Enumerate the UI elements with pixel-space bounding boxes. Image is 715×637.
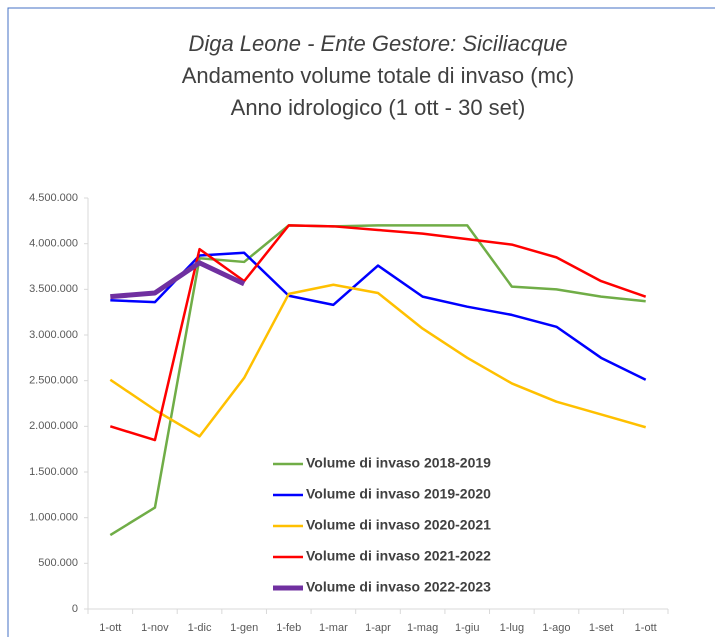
legend-label: Volume di invaso 2021-2022 <box>306 548 491 564</box>
chart-title: Diga Leone - Ente Gestore: Siciliacque <box>188 31 567 56</box>
x-tick-label: 1-ago <box>542 622 570 634</box>
y-tick-label: 2.500.000 <box>29 375 78 387</box>
y-tick-label: 4.500.000 <box>29 192 78 204</box>
x-tick-label: 1-feb <box>276 622 301 634</box>
x-tick-label: 1-ott <box>635 622 657 634</box>
x-tick-label: 1-gen <box>230 622 258 634</box>
series-line <box>109 283 647 438</box>
x-tick-label: 1-mag <box>407 622 438 634</box>
chart-border <box>7 7 715 637</box>
legend-label: Volume di invaso 2019-2020 <box>306 486 491 502</box>
x-tick-label: 1-set <box>589 622 613 634</box>
series-line <box>110 251 647 381</box>
y-tick-label: 1.500.000 <box>29 466 78 478</box>
x-tick-label: 1-giu <box>455 622 479 634</box>
y-tick-label: 4.000.000 <box>29 238 78 250</box>
x-tick-label: 1-ott <box>99 622 121 634</box>
chart-title: Andamento volume totale di invaso (mc) <box>182 63 575 88</box>
x-tick-label: 1-dic <box>188 622 212 634</box>
y-tick-label: 2.000.000 <box>29 420 78 432</box>
legend-label: Volume di invaso 2022-2023 <box>306 579 491 595</box>
y-tick-label: 3.500.000 <box>29 283 78 295</box>
y-tick-label: 1.000.000 <box>29 512 78 524</box>
x-tick-label: 1-apr <box>365 622 391 634</box>
x-tick-label: 1-lug <box>500 622 524 634</box>
chart-title: Anno idrologico (1 ott - 30 set) <box>231 95 526 120</box>
y-tick-label: 500.000 <box>38 557 78 569</box>
legend-label: Volume di invaso 2020-2021 <box>306 517 491 533</box>
y-tick-label: 3.000.000 <box>29 329 78 341</box>
series-line <box>110 260 246 300</box>
x-tick-label: 1-nov <box>141 622 169 634</box>
legend-label: Volume di invaso 2018-2019 <box>306 455 491 471</box>
series-line <box>109 224 647 442</box>
x-tick-label: 1-mar <box>319 622 348 634</box>
y-tick-label: 0 <box>72 603 78 615</box>
series-line <box>109 224 646 537</box>
